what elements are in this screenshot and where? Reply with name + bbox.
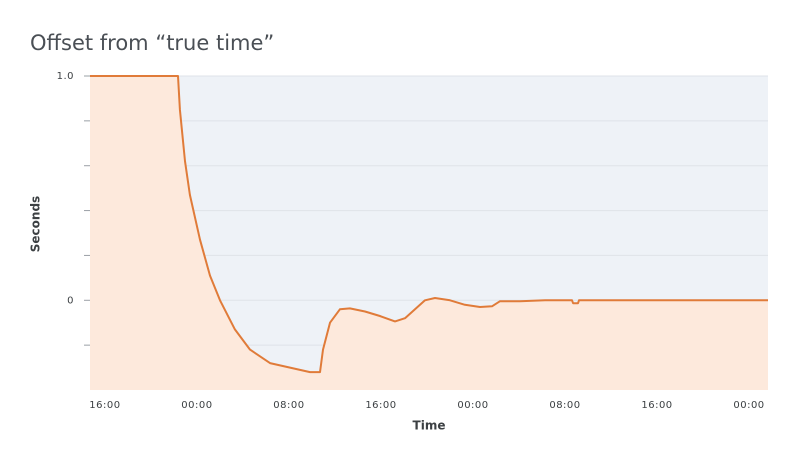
chart-title: Offset from “true time”	[30, 31, 274, 55]
x-axis-label: Time	[413, 419, 446, 433]
y-axis-label: Seconds	[29, 196, 43, 252]
x-tick-label: 08:00	[549, 400, 580, 411]
line	[90, 75, 768, 374]
area-fill	[90, 76, 768, 390]
x-tick-label: 16:00	[365, 400, 396, 411]
x-tick-label: 00:00	[733, 400, 764, 411]
x-tick-label: 00:00	[181, 400, 212, 411]
x-tick-label: 08:00	[273, 400, 304, 411]
x-tick-label: 16:00	[89, 400, 120, 411]
y-tick-label: 0	[67, 295, 74, 306]
x-tick-label: 16:00	[641, 400, 672, 411]
x-tick-label: 00:00	[457, 400, 488, 411]
y-tick-label: 1.0	[57, 71, 74, 82]
